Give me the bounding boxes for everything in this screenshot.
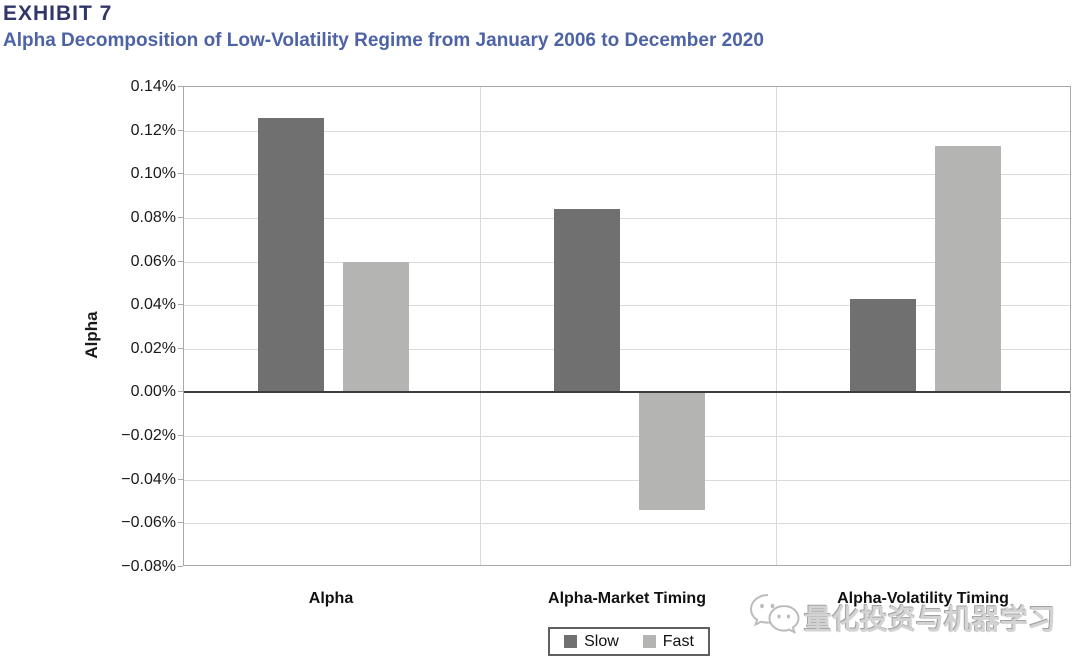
gridline (184, 217, 1070, 219)
y-tick-mark (178, 391, 183, 393)
plot-area (183, 86, 1071, 566)
y-axis-title: Alpha (82, 311, 101, 359)
y-tick-label: 0.08% (130, 208, 176, 226)
y-tick-label: 0.12% (130, 121, 176, 139)
y-tick-label: 0.10% (130, 165, 176, 183)
x-category-label-alpha-volatility-timing: Alpha-Volatility Timing (837, 590, 1009, 607)
y-tick-label: 0.04% (130, 296, 176, 314)
gridline (184, 348, 1070, 350)
y-tick-label: 0.06% (130, 252, 176, 270)
legend-label-slow: Slow (584, 632, 619, 650)
gridline (184, 174, 1070, 176)
y-tick-label: −0.06% (121, 514, 176, 532)
y-tick-mark (178, 173, 183, 175)
slow-swatch-icon (564, 635, 578, 648)
y-tick-mark (178, 216, 183, 218)
zero-axis-line (184, 391, 1070, 394)
y-tick-label: 0.02% (130, 339, 176, 357)
legend-item-fast: Fast (642, 632, 694, 651)
fast-swatch-icon (642, 635, 656, 648)
y-tick-mark (178, 478, 183, 480)
bar-fast-alpha-market-timing (639, 392, 705, 511)
gridline (184, 305, 1070, 307)
y-tick-mark (178, 304, 183, 306)
bar-slow-alpha-volatility-timing (850, 298, 916, 393)
bar-slow-alpha (258, 117, 324, 393)
gridline (184, 523, 1070, 525)
gridline (184, 436, 1070, 438)
legend: Slow Fast (548, 627, 710, 656)
legend-item-slow: Slow (564, 633, 619, 651)
y-tick-label: 0.00% (130, 383, 176, 401)
category-separator (480, 87, 481, 565)
y-tick-mark (178, 522, 183, 524)
x-category-label-alpha-market-timing: Alpha-Market Timing (548, 590, 706, 607)
gridline (184, 479, 1070, 481)
y-tick-mark (178, 566, 183, 567)
y-tick-mark (178, 435, 183, 437)
gridline (184, 261, 1070, 263)
gridline (184, 130, 1070, 132)
bar-fast-alpha (343, 261, 409, 393)
y-tick-label: −0.08% (121, 558, 176, 575)
y-tick-label: −0.02% (121, 427, 176, 445)
bar-fast-alpha-volatility-timing (935, 145, 1001, 393)
category-separator (776, 87, 777, 565)
y-tick-label: 0.14% (130, 78, 176, 95)
wechat-logo-icon (748, 592, 800, 643)
y-tick-mark (178, 347, 183, 349)
chart-title: Alpha Decomposition of Low-Volatility Re… (3, 30, 764, 51)
x-category-label-alpha: Alpha (308, 590, 354, 607)
y-tick-mark (178, 260, 183, 262)
legend-label-fast: Fast (662, 632, 694, 650)
exhibit-label: EXHIBIT 7 (3, 2, 113, 25)
y-tick-mark (178, 129, 183, 131)
y-tick-label: −0.04% (121, 470, 176, 488)
bar-slow-alpha-market-timing (554, 209, 620, 393)
y-tick-mark (178, 86, 183, 87)
